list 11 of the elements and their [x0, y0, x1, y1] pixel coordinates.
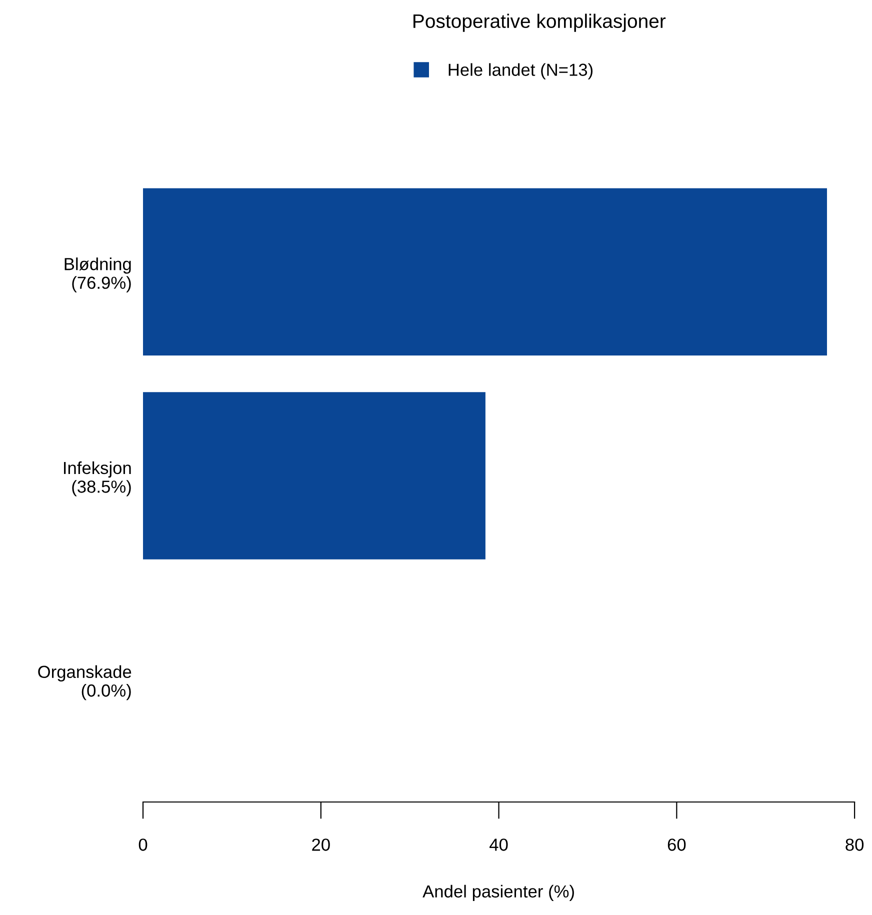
x-axis-title: Andel pasienter (%): [422, 884, 574, 902]
legend-label: Hele landet (N=13): [448, 63, 593, 80]
x-tick-label: 0: [138, 838, 148, 851]
x-tick-label: 60: [668, 838, 686, 851]
y-tick-label: Blødning (76.9%): [64, 257, 131, 292]
x-tick-label: 80: [846, 838, 864, 851]
y-tick-label: Infeksjon (38.5%): [64, 461, 131, 496]
x-tick-label: 20: [312, 838, 330, 851]
x-tick-label: 40: [490, 838, 508, 851]
y-tick-label: Organskade (0.0%): [38, 665, 132, 700]
chart-title: Postoperative komplikasjoner: [414, 14, 666, 32]
